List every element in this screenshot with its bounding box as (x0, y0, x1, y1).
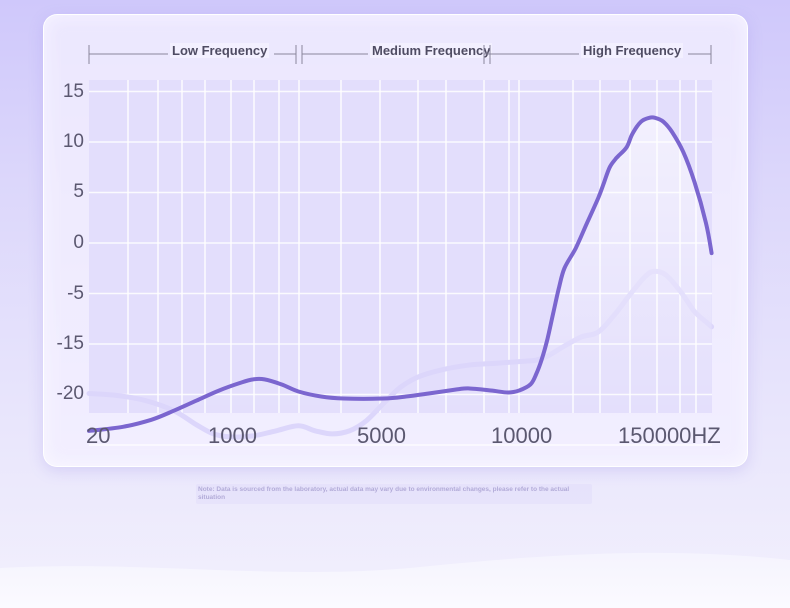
y-tick-label: -15 (56, 333, 84, 354)
primary-curve-fill (89, 117, 712, 431)
band-label-medium: Medium Frequency (370, 43, 493, 58)
x-tick-label: 5000 (357, 423, 406, 448)
band-label-low: Low Frequency (170, 43, 270, 58)
primary-response-curve (87, 115, 714, 433)
x-tick-label: 1000 (208, 423, 257, 448)
y-tick-label: 0 (73, 232, 84, 253)
y-tick-label: 15 (62, 81, 84, 102)
x-tick-label: 20 (86, 423, 111, 448)
series-group (86, 115, 715, 440)
band-brackets (88, 45, 712, 64)
data-source-note: Note: Data is sourced from the laborator… (198, 486, 570, 501)
y-tick-label: -5 (67, 283, 84, 304)
x-tick-label: 150000HZ (618, 423, 721, 448)
note-background (196, 484, 592, 504)
band-label-high: High Frequency (581, 43, 684, 58)
y-tick-label: 5 (73, 181, 84, 202)
y-tick-label: 10 (62, 131, 84, 152)
y-tick-label: -20 (56, 383, 84, 404)
x-tick-label: 10000 (491, 423, 553, 448)
